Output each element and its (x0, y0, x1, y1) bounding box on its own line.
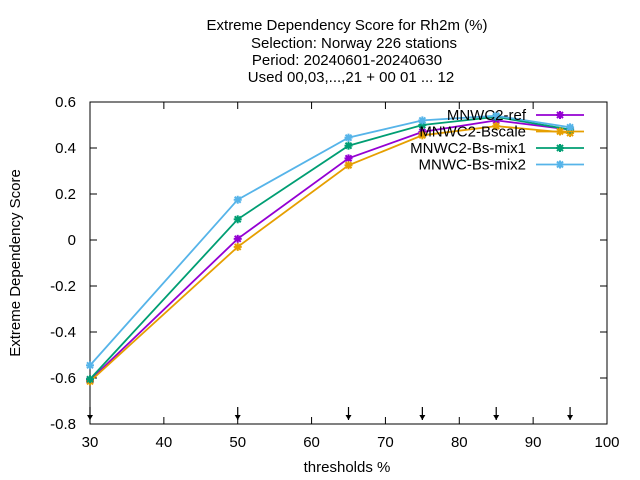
point-marker-part (344, 133, 353, 142)
y-tick-label: 0.4 (55, 140, 76, 157)
data-point (492, 111, 501, 120)
point-marker-part (86, 375, 94, 383)
series-line (89, 115, 571, 380)
x-tick-label: 100 (594, 434, 619, 451)
threshold-marker-arrow (493, 415, 500, 420)
x-tick-label: 70 (377, 434, 394, 451)
x-tick-label: 50 (229, 434, 246, 451)
threshold-markers (87, 407, 574, 420)
title-line-1: Extreme Dependency Score for Rh2m (%) (207, 17, 488, 34)
title-line-2: Selection: Norway 226 stations (251, 35, 457, 52)
legend-label: MNWC2-Bscale (419, 124, 526, 141)
point-marker-part (492, 122, 500, 130)
data-point (418, 131, 427, 140)
y-tick-label: -0.4 (50, 324, 76, 341)
y-tick-label: 0 (68, 232, 76, 249)
threshold-marker-arrow (87, 415, 93, 420)
point-marker-part (234, 215, 242, 224)
data-point (233, 234, 242, 243)
legend-label: MNWC-Bs-mix2 (419, 157, 526, 174)
data-point (344, 141, 353, 150)
chart-title: Extreme Dependency Score for Rh2m (%) Se… (207, 17, 488, 86)
x-axis: 30 40 50 60 70 80 90 100 (82, 102, 620, 451)
threshold-marker-arrow (419, 415, 426, 420)
point-marker-part (418, 116, 427, 125)
legend: MNWC2-refMNWC2-BscaleMNWC2-Bs-mix1MNWC-B… (410, 107, 584, 174)
x-tick-label: 90 (525, 434, 542, 451)
legend-marker (556, 111, 564, 119)
y-axis: -0.8 -0.6 -0.4 -0.2 0 0.2 0.4 0.6 (50, 94, 607, 433)
data-point (233, 195, 242, 204)
data-point (233, 242, 242, 251)
y-tick-label: -0.2 (50, 278, 76, 295)
threshold-marker-arrow (234, 415, 241, 420)
x-axis-label: thresholds % (304, 459, 391, 476)
y-tick-label: 0.6 (55, 94, 76, 111)
point-marker-part (234, 196, 242, 204)
legend-marker (556, 160, 564, 169)
data-point (492, 122, 501, 131)
y-tick-label: 0.2 (55, 186, 76, 203)
point-marker-part (556, 111, 564, 119)
data-point (566, 123, 575, 132)
data-point (86, 375, 94, 384)
point-marker-part (418, 131, 427, 140)
point-marker-part (86, 361, 94, 370)
point-marker-part (234, 235, 242, 243)
data-point (344, 161, 353, 170)
point-marker-part (556, 160, 564, 169)
legend-label: MNWC2-Bs-mix1 (410, 140, 526, 157)
x-tick-label: 30 (82, 434, 99, 451)
threshold-marker-arrow (567, 415, 574, 420)
point-marker-part (492, 112, 500, 120)
title-line-4: Used 00,03,...,21 + 00 01 ... 12 (248, 69, 454, 86)
point-marker-part (344, 161, 353, 169)
plot-area-border (89, 101, 608, 425)
legend-item: MNWC2-Bscale (419, 124, 584, 141)
y-axis-label: Extreme Dependency Score (7, 169, 24, 357)
data-point (418, 116, 427, 125)
data-point (344, 133, 353, 142)
legend-item: MNWC2-ref (447, 107, 584, 124)
series-line (89, 125, 571, 383)
point-marker-part (566, 123, 574, 132)
point-marker-part (556, 127, 564, 136)
legend-item: MNWC2-Bs-mix1 (410, 140, 584, 157)
data-point (344, 154, 353, 163)
series (86, 111, 575, 370)
point-marker-part (344, 141, 353, 150)
legend-marker (556, 127, 564, 136)
threshold-marker-arrow (345, 415, 352, 420)
legend-marker (556, 144, 564, 152)
legend-item: MNWC-Bs-mix2 (419, 157, 584, 174)
series-line (89, 119, 571, 381)
title-line-3: Period: 20240601-20240630 (252, 52, 442, 69)
point-marker-part (344, 154, 353, 163)
legend-label: MNWC2-ref (447, 107, 527, 124)
series-lines (86, 111, 575, 386)
point-marker-part (234, 243, 242, 251)
series-line (89, 114, 571, 366)
x-tick-label: 80 (451, 434, 468, 451)
data-point (86, 361, 94, 370)
data-point (233, 215, 242, 224)
x-tick-label: 60 (303, 434, 320, 451)
x-tick-label: 40 (156, 434, 173, 451)
point-marker-part (556, 144, 564, 152)
y-tick-label: -0.6 (50, 370, 76, 387)
y-tick-label: -0.8 (50, 416, 76, 433)
